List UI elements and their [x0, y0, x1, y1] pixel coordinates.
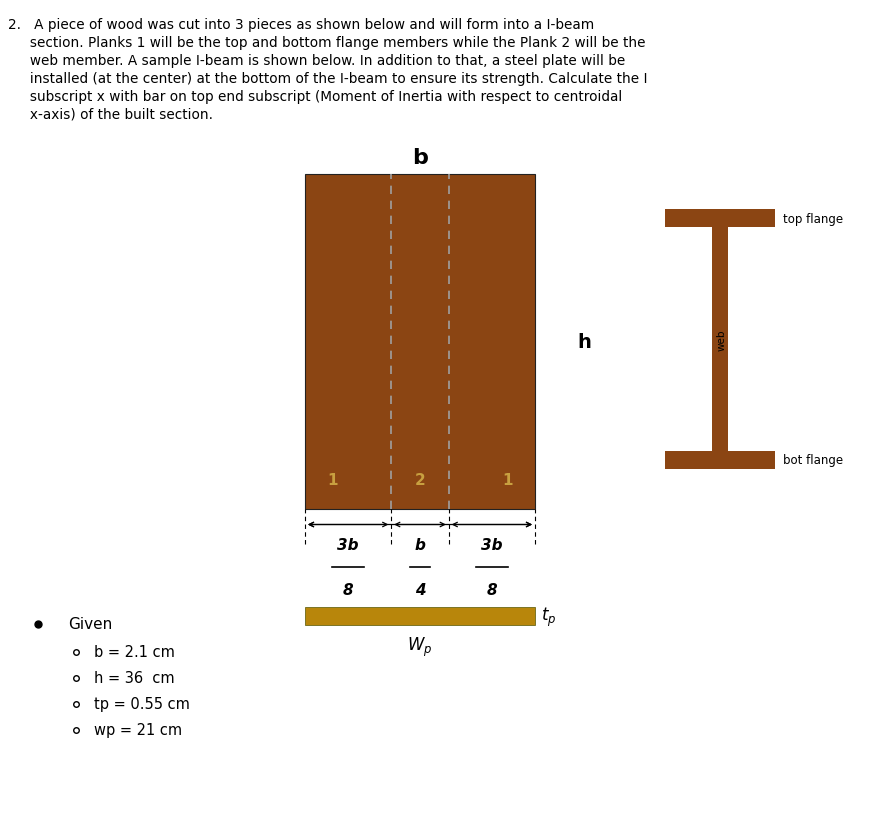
Bar: [305, 174, 535, 509]
Text: 8: 8: [342, 582, 353, 597]
Text: 3b: 3b: [337, 537, 358, 552]
Text: 4: 4: [414, 582, 425, 597]
Text: 3b: 3b: [481, 537, 502, 552]
Text: top flange: top flange: [782, 212, 842, 225]
Bar: [664, 210, 774, 228]
Text: 2.   A piece of wood was cut into 3 pieces as shown below and will form into a I: 2. A piece of wood was cut into 3 pieces…: [8, 18, 594, 32]
Text: section. Planks 1 will be the top and bottom flange members while the Plank 2 wi: section. Planks 1 will be the top and bo…: [8, 36, 645, 50]
Text: $W_p$: $W_p$: [407, 636, 432, 658]
Text: b = 2.1 cm: b = 2.1 cm: [94, 645, 174, 659]
Text: 1: 1: [326, 473, 337, 487]
Text: 1: 1: [502, 473, 512, 487]
Text: b: b: [414, 537, 425, 552]
Text: web member. A sample I-beam is shown below. In addition to that, a steel plate w: web member. A sample I-beam is shown bel…: [8, 54, 625, 68]
Text: 8: 8: [486, 582, 497, 597]
Bar: [664, 451, 774, 469]
Text: b: b: [411, 147, 427, 168]
Text: web: web: [716, 329, 726, 351]
Text: installed (at the center) at the bottom of the I-beam to ensure its strength. Ca: installed (at the center) at the bottom …: [8, 72, 646, 86]
Bar: [305, 607, 535, 625]
Text: h: h: [577, 333, 590, 351]
Text: h = 36  cm: h = 36 cm: [94, 671, 174, 686]
Text: x-axis) of the built section.: x-axis) of the built section.: [8, 108, 213, 122]
Text: 2: 2: [414, 473, 425, 487]
Bar: [712, 228, 727, 451]
Text: $t_p$: $t_p$: [540, 604, 556, 628]
Text: subscript x with bar on top end subscript (Moment of Inertia with respect to cen: subscript x with bar on top end subscrip…: [8, 90, 621, 104]
Text: tp = 0.55 cm: tp = 0.55 cm: [94, 697, 190, 712]
Text: Given: Given: [68, 617, 112, 631]
Text: bot flange: bot flange: [782, 454, 842, 467]
Text: wp = 21 cm: wp = 21 cm: [94, 722, 181, 738]
